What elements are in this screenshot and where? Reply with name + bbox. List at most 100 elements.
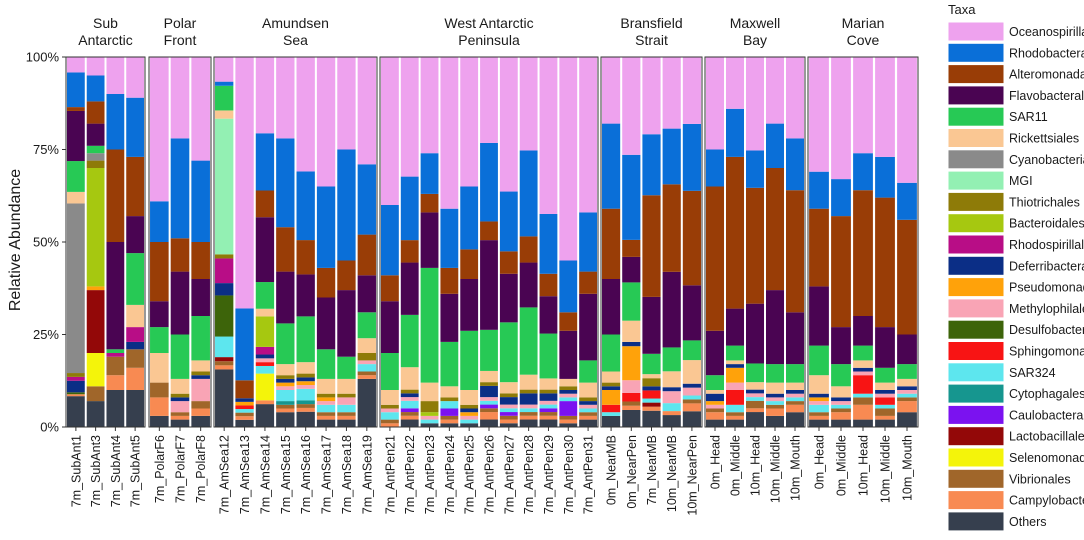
bar — [559, 57, 578, 427]
bar-segment — [519, 412, 538, 416]
bar-segment — [276, 271, 295, 324]
bar-segment — [662, 391, 681, 404]
x-tick-label: 7m_AmSea14 — [258, 435, 272, 514]
legend-swatch — [947, 42, 1005, 63]
bar-segment — [499, 57, 518, 192]
bar-segment — [191, 415, 210, 427]
bar-segment — [642, 134, 661, 196]
bar-segment — [519, 150, 538, 237]
x-tick-label: 7m_AmSea12 — [218, 435, 232, 514]
bar-segment — [170, 238, 190, 272]
legend-item: MGI — [947, 170, 1033, 191]
bar — [316, 57, 336, 427]
bar-segment — [622, 282, 641, 321]
legend-swatch — [947, 447, 1005, 468]
legend-label: Alteromonadales — [1009, 68, 1084, 82]
x-tick-label: 7m_AntPen25 — [463, 435, 477, 514]
bar-segment — [622, 409, 641, 427]
bar-segment — [602, 382, 621, 387]
bar-segment — [215, 110, 234, 119]
bar-segment — [106, 353, 125, 357]
bar-segment — [853, 57, 873, 154]
bar-segment — [746, 187, 764, 304]
bar-segment — [642, 296, 661, 354]
bar-segment — [809, 375, 829, 394]
bar-segment — [296, 240, 315, 275]
legend-item: Caulobacterales — [947, 404, 1084, 425]
bar-segment — [357, 353, 376, 361]
x-tick-label: 7m_AntPen24 — [443, 435, 457, 514]
x-tick-label: 0m_NearPen — [625, 435, 639, 509]
bar-segment — [706, 375, 724, 390]
bar-segment — [897, 57, 917, 183]
bar-segment — [622, 256, 641, 283]
bar — [126, 57, 145, 427]
legend-label: Pseudomonadales — [1009, 281, 1084, 295]
bar-segment — [337, 378, 356, 394]
bar-segment — [519, 404, 538, 409]
bar-segment — [380, 57, 399, 205]
legend-label: Cyanobacteria — [1009, 153, 1084, 167]
bar-segment — [499, 404, 518, 409]
bar-segment — [853, 345, 873, 361]
bar-segment — [420, 267, 439, 383]
bar-segment — [579, 412, 598, 416]
bar-segment — [215, 361, 234, 366]
bar-segment — [662, 411, 681, 416]
bar-segment — [746, 57, 764, 151]
bar-segment — [853, 419, 873, 427]
bar-segment — [746, 303, 764, 364]
bar-segment — [170, 57, 190, 139]
bar-segment — [622, 239, 641, 257]
bar-segment — [853, 375, 873, 394]
bar-segment — [897, 386, 917, 390]
bar-segment — [746, 393, 764, 398]
panel-frame — [600, 56, 703, 428]
bar-segment — [170, 412, 190, 416]
legend-label: Sphingomonadales — [1009, 345, 1084, 359]
legend-title: Taxa — [948, 2, 976, 17]
bar — [276, 57, 295, 427]
bar — [191, 57, 210, 427]
bar-segment — [296, 411, 315, 427]
bar-segment — [215, 85, 234, 111]
bar-segment — [602, 334, 621, 372]
bar-segment — [276, 323, 295, 365]
x-tick-label: 0m_NearMB — [605, 435, 619, 505]
bar-segment — [316, 349, 336, 379]
legend-item: Methylophilale — [947, 298, 1084, 319]
bar-segment — [126, 57, 145, 98]
bar — [106, 57, 125, 427]
bar-segment — [579, 293, 598, 361]
bar-segment — [499, 408, 518, 413]
bar-segment — [642, 390, 661, 399]
bar-segment — [316, 378, 336, 394]
bar — [380, 57, 399, 427]
bar-segment — [539, 273, 558, 297]
bar — [400, 57, 419, 427]
bar-segment — [191, 378, 210, 402]
legend-label: Selenomonadales — [1009, 451, 1084, 465]
bar-segment — [831, 179, 851, 217]
bar-segment — [662, 271, 681, 348]
bar-segment — [420, 193, 439, 213]
bar-segment — [682, 383, 701, 388]
bar-segment — [579, 271, 598, 294]
x-tick-label: 7m_AntPen26 — [483, 435, 497, 514]
bar-segment — [853, 360, 873, 368]
bar-segment — [706, 419, 724, 427]
bar-segment — [897, 397, 917, 402]
bar-segment — [875, 156, 895, 198]
bar-segment — [440, 408, 459, 416]
bar-segment — [875, 382, 895, 390]
bar-segment — [215, 365, 234, 370]
legend-item: Lactobacillales — [947, 426, 1084, 447]
x-tick-label: 7m_AntPen30 — [562, 435, 576, 514]
bar-segment — [191, 160, 210, 242]
bar-segment — [480, 419, 498, 427]
panel-title-line: Strait — [635, 32, 668, 48]
bar-segment — [746, 382, 764, 390]
bar-segment — [150, 242, 169, 302]
